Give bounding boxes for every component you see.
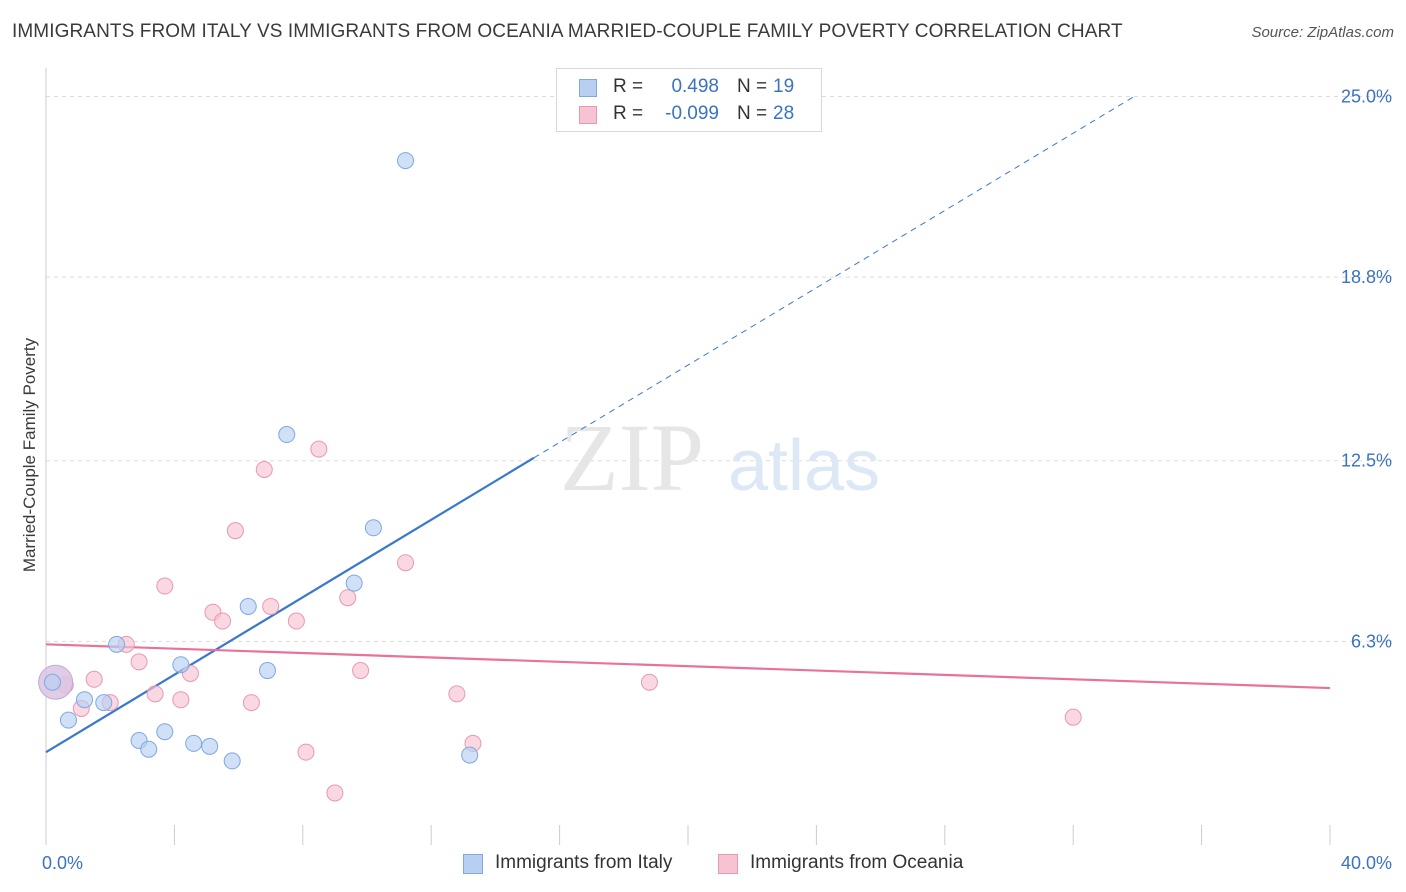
legend-n-label: N = [737,103,768,124]
italy-point [172,656,190,674]
oceania-point [130,653,148,671]
oceania-point [310,440,328,458]
legend-r-value: 0.498 [671,76,719,97]
source-label: Source: ZipAtlas.com [1251,24,1394,41]
oceania-point [640,673,658,691]
legend-n-value: 19 [773,76,795,97]
oceania-point [352,662,370,680]
italy-point [185,734,203,752]
tick-labels: 6.3% 12.5% 18.8% 25.0% 0.0% 40.0% [42,86,1392,873]
oceania-point [1064,708,1082,726]
oceania-point [172,691,190,709]
italy-point [278,426,296,444]
trend-line-oceania [45,643,1331,690]
legend-swatch-oceania [579,106,597,124]
italy-point [108,635,126,653]
trend-line-italy-extension [533,96,1135,459]
x-tick-label: 40.0% [1341,853,1392,873]
oceania-point [156,577,174,595]
trend-line-italy [45,456,535,754]
italy-point [364,519,382,537]
legend-n-label: N = [737,76,768,97]
oceania-point [326,784,344,802]
watermark-atlas: atlas [728,426,880,506]
chart-title: IMMIGRANTS FROM ITALY VS IMMIGRANTS FROM… [12,21,1123,42]
italy-point [345,574,363,592]
legend-swatch-italy [579,79,597,97]
series-swatch-italy [463,854,483,874]
italy-point [140,740,158,758]
series-label-oceania: Immigrants from Oceania [750,852,964,873]
y-tick-label: 25.0% [1341,86,1392,106]
watermark: ZIP atlas [560,404,880,511]
data-points [38,152,1082,802]
oceania-point [297,743,315,761]
italy-point [201,737,219,755]
oceania-point [226,522,244,540]
italy-point [59,711,77,729]
italy-point [461,746,479,764]
oceania-point [397,554,415,572]
oceania-point [262,597,280,615]
oceania-point [214,612,232,630]
oceania-point [146,685,164,703]
italy-point [239,597,257,615]
oceania-point [448,685,466,703]
series-swatch-oceania [718,854,738,874]
axes [45,68,1331,845]
italy-point [397,152,415,170]
italy-point [76,691,94,709]
oceania-point [255,460,273,478]
oceania-point [339,589,357,607]
legend-r-label: R = [613,103,644,124]
italy-point [95,694,113,712]
x-tick-label: 0.0% [42,853,83,873]
watermark-zip: ZIP [560,404,704,511]
italy-point [258,662,276,680]
legend-r-label: R = [613,76,644,97]
italy-point [156,723,174,741]
legend-n-value: 28 [773,103,795,124]
y-tick-label: 6.3% [1351,631,1392,651]
legend-r-value: -0.099 [665,103,719,124]
y-tick-label: 18.8% [1341,267,1392,287]
oceania-point [85,670,103,688]
oceania-point [242,694,260,712]
trend-lines [45,96,1331,754]
y-axis-label: Married-Couple Family Poverty [20,337,39,572]
y-tick-label: 12.5% [1341,451,1392,471]
italy-point [223,752,241,770]
grid-lines [46,95,1392,642]
correlation-legend: R = 0.498 N = 19 R = -0.099 N = 28 [556,68,822,132]
italy-point [43,673,61,691]
series-label-italy: Immigrants from Italy [495,852,673,873]
oceania-point [287,612,305,630]
